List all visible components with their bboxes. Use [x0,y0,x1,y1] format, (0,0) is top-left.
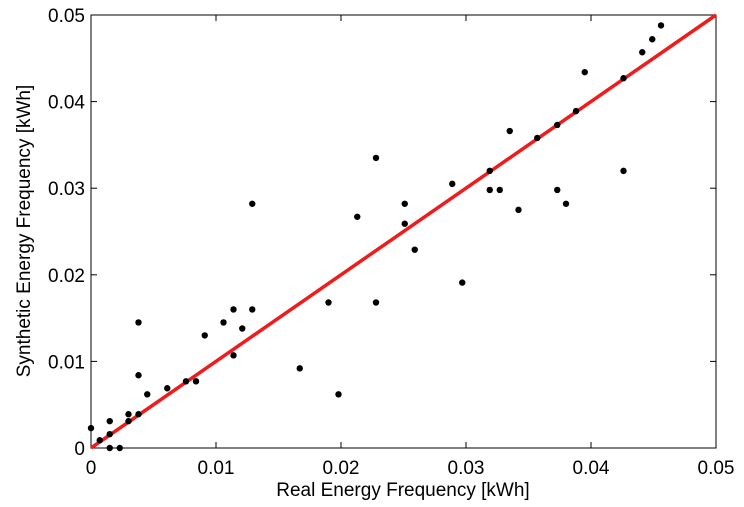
data-point [249,306,256,313]
data-point [534,134,541,142]
y-tick-label: 0.05 [48,6,85,27]
data-point [515,206,522,214]
x-tick-label: 0.03 [448,458,485,479]
reference-line [90,13,717,450]
x-tick-label: 0.02 [323,458,360,479]
y-tick-label: 0.03 [48,179,85,200]
data-point [125,411,132,418]
data-point [459,279,466,286]
data-point [230,352,237,359]
y-axis-label: Synthetic Energy Frequency [kWh] [14,85,35,378]
data-point [506,127,513,135]
data-point [249,200,256,207]
data-point [372,299,380,306]
data-point [411,246,418,253]
data-point [106,417,113,425]
data-point [135,372,142,379]
data-point [401,200,408,207]
y-tick-labels: 0 0.01 0.02 0.03 0.04 0.05 [48,6,85,460]
data-point [96,437,103,444]
y-tick-label: 0 [74,439,85,460]
data-point [335,391,342,398]
data-point [201,332,208,339]
data-point [639,49,646,56]
data-point [554,121,561,129]
y-tick-label: 0.01 [48,352,85,373]
data-point [182,378,190,385]
data-point [230,306,237,313]
data-point [106,444,113,452]
tick-marks [90,14,717,449]
data-point [401,220,408,227]
data-point [657,22,665,29]
data-point [620,75,627,82]
data-point [372,154,380,162]
y-tick-label: 0.04 [48,93,85,114]
x-tick-label: 0.01 [198,458,235,479]
y-tick-label: 0.02 [48,266,85,287]
data-point [354,213,361,220]
data-point [125,417,132,425]
data-point [135,319,142,326]
data-point [496,186,503,194]
data-point [562,200,570,207]
data-points [87,22,665,452]
data-point [144,391,151,398]
data-point [620,167,627,175]
data-point [449,180,456,188]
data-point [192,378,200,385]
data-point [296,365,303,372]
data-point [554,186,561,194]
data-point [572,107,580,115]
x-tick-labels: 0 0.01 0.02 0.03 0.04 0.05 [86,458,735,479]
data-point [220,319,227,326]
fit-line-layer [90,13,717,450]
data-point [116,444,123,452]
data-point [486,167,493,175]
data-point [486,186,493,194]
x-tick-label: 0 [86,458,97,479]
data-point [87,424,95,432]
x-tick-label: 0.05 [698,458,735,479]
data-point [106,430,113,438]
data-point [325,299,332,306]
data-point [649,36,656,43]
data-point [164,385,171,392]
x-tick-label: 0.04 [573,458,610,479]
data-point [581,68,588,76]
x-axis-label: Real Energy Frequency [kWh] [276,480,529,501]
data-point [135,411,142,418]
data-point [239,325,246,332]
